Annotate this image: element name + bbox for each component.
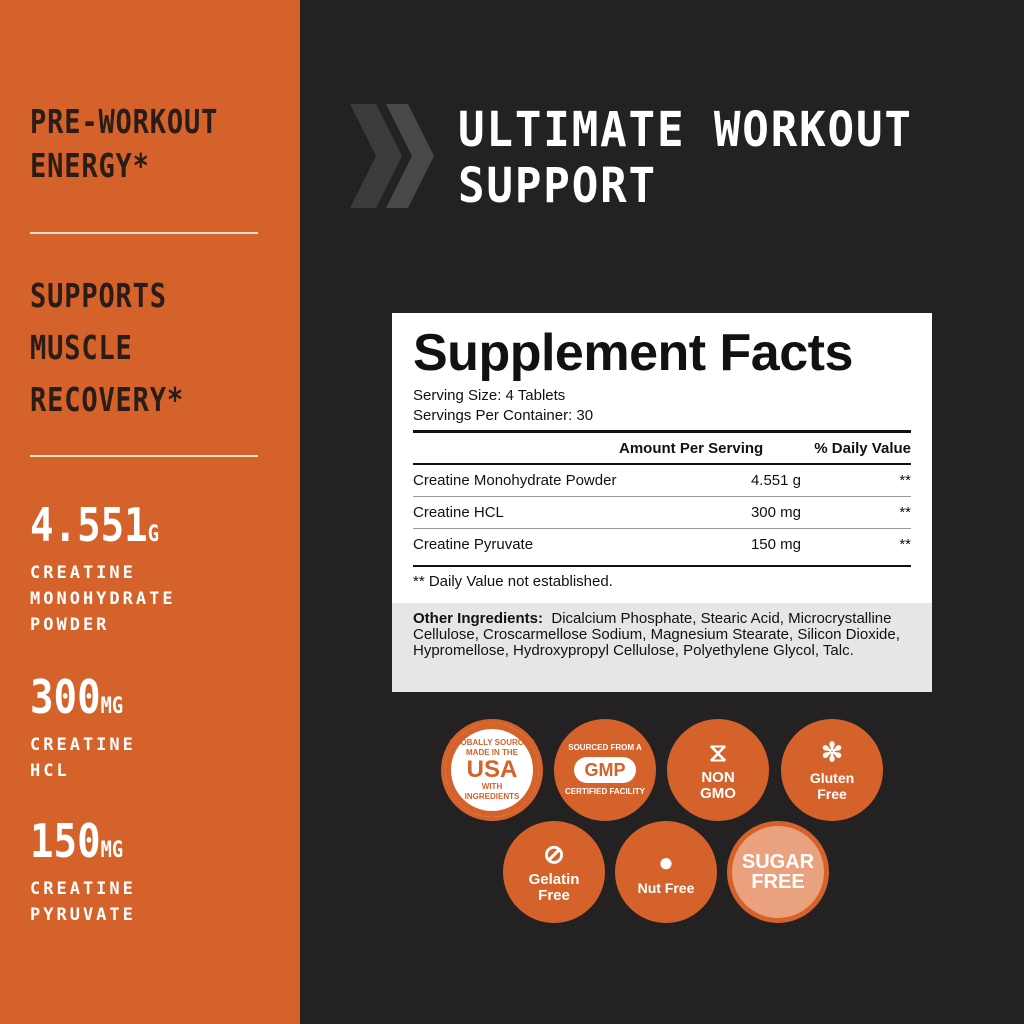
divider xyxy=(413,565,911,567)
left-benefits-panel: PRE-WORKOUT ENERGY* SUPPORTS MUSCLE RECO… xyxy=(0,0,300,1024)
stat-label: POWDER xyxy=(30,615,110,635)
table-row: Creatine Monohydrate Powder 4.551 g ** xyxy=(413,465,911,497)
text: Gelatin xyxy=(528,871,580,888)
nut-free-badge: ● Nut Free xyxy=(615,821,717,923)
text: WITH xyxy=(481,782,503,791)
text: SUGAR xyxy=(741,851,815,873)
facts-heading: Supplement Facts xyxy=(413,324,853,382)
headline-recovery: SUPPORTS MUSCLE RECOVERY* xyxy=(30,270,184,426)
text: NON xyxy=(701,769,735,786)
col-dv: % Daily Value xyxy=(814,440,911,457)
stat-hcl: 300MG CREATINE HCL xyxy=(30,672,140,784)
dv: ** xyxy=(899,472,911,489)
stat-label: CREATINE xyxy=(30,879,136,899)
headline-pre-workout: PRE-WORKOUT ENERGY* xyxy=(30,100,218,188)
page-title: ULTIMATE WORKOUT SUPPORT xyxy=(458,102,913,214)
text: PRE-WORKOUT xyxy=(30,102,219,141)
text: MADE IN THE xyxy=(466,748,518,757)
table-row: Creatine Pyruvate 150 mg ** xyxy=(413,529,911,561)
text: Nut Free xyxy=(637,880,695,896)
dna-icon: ⧖ xyxy=(708,737,728,767)
serving-size: Serving Size: 4 Tablets xyxy=(413,387,566,404)
other-text: Dicalcium Phosphate, Stearic Acid, Micro… xyxy=(413,610,900,659)
stat-label: HCL xyxy=(30,761,70,781)
stat-label: MONOHYDRATE xyxy=(30,589,176,609)
non-gmo-badge: ⧖ NON GMO xyxy=(667,719,769,821)
wheat-icon: ✼ xyxy=(821,737,843,767)
stat-unit: G xyxy=(147,522,159,547)
col-amount: Amount Per Serving xyxy=(619,440,764,457)
divider xyxy=(30,232,258,234)
text: SOURCED FROM A xyxy=(568,743,642,752)
divider xyxy=(413,463,911,465)
chevron-icon xyxy=(350,104,434,208)
stat-label: CREATINE xyxy=(30,563,136,583)
gluten-free-badge: ✼ Gluten Free xyxy=(781,719,883,821)
amount: 4.551 g xyxy=(750,472,801,489)
divider xyxy=(413,430,911,433)
title-line: SUPPORT xyxy=(458,158,657,214)
text: FREE xyxy=(751,871,805,893)
stat-value: 300 xyxy=(30,670,101,724)
text: GMO xyxy=(700,785,736,802)
supplement-facts-panel: Supplement Facts Serving Size: 4 Tablets… xyxy=(392,313,932,692)
sugar-free-badge: SUGAR FREE xyxy=(727,821,829,923)
text: SUPPORTS xyxy=(30,276,167,315)
amount: 300 mg xyxy=(750,504,801,521)
title-line: ULTIMATE WORKOUT xyxy=(458,102,913,158)
servings-per-container: Servings Per Container: 30 xyxy=(413,407,594,424)
gelatin-icon: ⊘ xyxy=(543,839,565,869)
text: ENERGY* xyxy=(30,146,150,185)
text: GMP xyxy=(574,757,636,783)
text: GLOBALLY SOURCED xyxy=(449,738,535,747)
dv: ** xyxy=(899,504,911,521)
gelatin-free-badge: ⊘ Gelatin Free xyxy=(503,821,605,923)
text: MUSCLE xyxy=(30,328,133,367)
dv: ** xyxy=(899,536,911,553)
text: RECOVERY* xyxy=(30,380,185,419)
text: CERTIFIED FACILITY xyxy=(565,787,645,796)
text: Gluten xyxy=(809,770,855,786)
stat-monohydrate: 4.551G CREATINE MONOHYDRATE POWDER xyxy=(30,500,182,638)
stat-label: CREATINE xyxy=(30,735,136,755)
made-in-usa-badge: GLOBALLY SOURCED MADE IN THE USA WITH IN… xyxy=(441,719,543,821)
text: Free xyxy=(817,786,847,802)
table-row: Creatine HCL 300 mg ** xyxy=(413,497,911,529)
other-label: Other Ingredients: xyxy=(413,610,544,627)
stat-value: 4.551 xyxy=(30,498,148,552)
text: Free xyxy=(538,887,570,904)
ingredient: Creatine HCL xyxy=(413,504,504,521)
divider xyxy=(30,455,258,457)
ingredient: Creatine Monohydrate Powder xyxy=(413,472,617,489)
ingredient: Creatine Pyruvate xyxy=(413,536,534,553)
gmp-badge: SOURCED FROM A GMP CERTIFIED FACILITY xyxy=(554,719,656,821)
stat-pyruvate: 150MG CREATINE PYRUVATE xyxy=(30,816,140,928)
peanut-icon: ● xyxy=(658,847,674,877)
stat-unit: MG xyxy=(100,838,124,863)
stat-unit: MG xyxy=(100,694,124,719)
text: USA xyxy=(466,756,518,783)
stat-value: 150 xyxy=(30,814,101,868)
other-ingredients: Other Ingredients: Dicalcium Phosphate, … xyxy=(392,603,932,692)
stat-label: PYRUVATE xyxy=(30,905,136,925)
amount: 150 mg xyxy=(750,536,801,553)
footnote: ** Daily Value not established. xyxy=(413,573,613,590)
text: INGREDIENTS xyxy=(464,792,520,801)
